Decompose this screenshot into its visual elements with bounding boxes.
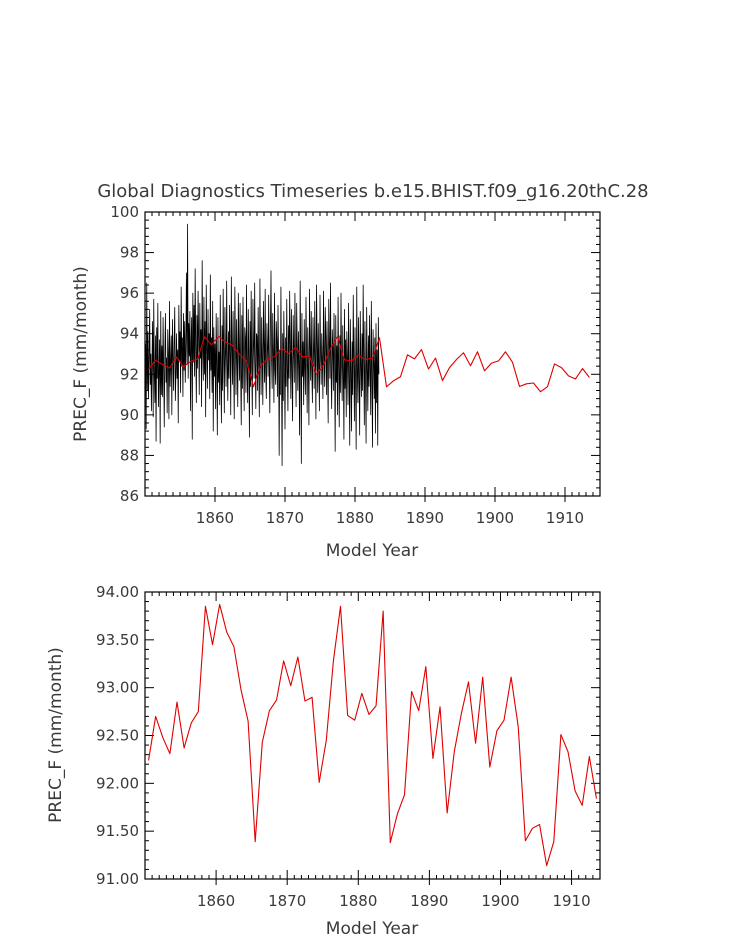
y-tick-label: 88: [120, 446, 139, 464]
y-tick-label: 92.00: [96, 774, 139, 792]
x-tick-label: 1870: [266, 509, 304, 527]
y-tick-label: 91.00: [96, 870, 139, 888]
panel-bottom-frame: [144, 591, 601, 880]
x-axis-label-bottom: Model Year: [326, 919, 418, 939]
x-tick-label: 1860: [197, 892, 235, 910]
y-axis-label-bottom: PREC_F (mm/month): [46, 647, 66, 823]
series-line-annual-mean-prec-f: [148, 603, 597, 867]
panel-bottom-ticks: 1860 1870 1880 1890 1900 1910 91.00 91.50 92.00 9…: [96, 583, 601, 910]
panel-bottom: 1860 1870 1880 1890 1900 1910 91.00 91.50 92.00 9…: [46, 583, 601, 939]
x-tick-label: 1900: [476, 509, 514, 527]
x-tick-label: 1880: [336, 509, 374, 527]
y-tick-label: 93.50: [96, 631, 139, 649]
y-tick-label: 91.50: [96, 822, 139, 840]
chart-title: Global Diagnostics Timeseries b.e15.BHIS…: [97, 181, 648, 202]
y-tick-label: 93.00: [96, 679, 139, 697]
y-tick-label: 86: [120, 487, 139, 505]
x-tick-label: 1910: [552, 892, 590, 910]
y-axis-label-top: PREC_F (mm/month): [71, 266, 91, 442]
y-tick-label: 90: [120, 406, 139, 424]
x-tick-label: 1860: [196, 509, 234, 527]
y-tick-label: 98: [120, 244, 139, 262]
x-tick-label: 1870: [268, 892, 306, 910]
series-line-annual-mean-prec-f: [148, 335, 590, 393]
y-tick-label: 92: [120, 365, 139, 383]
x-tick-label: 1880: [339, 892, 377, 910]
y-tick-label: 96: [120, 284, 139, 302]
x-tick-label: 1890: [406, 509, 444, 527]
panel-bottom-series: [148, 603, 597, 867]
panel-top: Global Diagnostics Timeseries b.e15.BHIS…: [71, 181, 649, 561]
y-tick-label: 92.50: [96, 727, 139, 745]
x-tick-label: 1890: [410, 892, 448, 910]
x-tick-label: 1910: [546, 509, 584, 527]
x-axis-label-top: Model Year: [326, 541, 418, 561]
series-line-monthly-prec-f: [144, 223, 380, 466]
panel-top-frame: [144, 211, 601, 497]
y-tick-label: 94: [120, 325, 139, 343]
x-tick-label: 1900: [481, 892, 519, 910]
y-tick-label: 100: [110, 203, 139, 221]
panel-top-series: [144, 223, 590, 466]
y-tick-label: 94.00: [96, 583, 139, 601]
